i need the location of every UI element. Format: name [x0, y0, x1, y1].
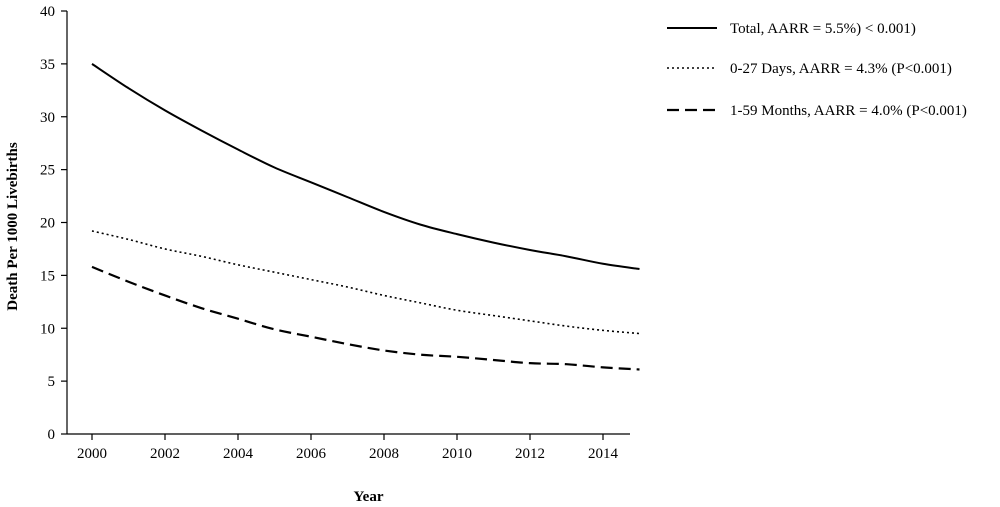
y-tick-label: 15	[40, 268, 55, 284]
y-tick-label: 25	[40, 163, 55, 179]
y-tick-label: 20	[40, 216, 55, 232]
legend-label: Total, AARR = 5.5%) < 0.001)	[730, 21, 916, 37]
axes	[66, 11, 630, 435]
series-line-dashed	[91, 265, 640, 371]
x-tick-label: 2008	[369, 446, 399, 462]
y-tick-label: 35	[40, 57, 55, 73]
series-line-solid	[91, 63, 640, 271]
x-tick-label: 2014	[588, 446, 619, 462]
y-axis-ticks: 0 5 10 15 20 25 30 35 40	[40, 4, 67, 443]
y-tick-label: 5	[48, 374, 56, 390]
x-tick-label: 2006	[296, 446, 327, 462]
legend-label: 0-27 Days, AARR = 4.3% (P<0.001)	[730, 61, 952, 77]
legend: Total, AARR = 5.5%) < 0.001) 0-27 Days, A…	[667, 21, 967, 119]
series-lines	[91, 63, 640, 371]
x-tick-label: 2010	[442, 446, 472, 462]
y-tick-label: 30	[40, 110, 55, 126]
y-axis-title: Death Per 1000 Livebirths	[5, 142, 21, 311]
y-tick-label: 10	[40, 321, 55, 337]
x-tick-label: 2004	[223, 446, 254, 462]
x-tick-label: 2012	[515, 446, 545, 462]
x-axis-title: Year	[354, 489, 384, 505]
y-tick-label: 0	[48, 427, 56, 443]
legend-label: 1-59 Months, AARR = 4.0% (P<0.001)	[730, 103, 967, 119]
x-tick-label: 2002	[150, 446, 180, 462]
y-tick-label: 40	[40, 4, 55, 20]
series-line-dotted	[91, 230, 640, 335]
x-axis-ticks: 2000 2002 2004 2006 2008 2010 2012 2014	[77, 434, 619, 462]
x-tick-label: 2000	[77, 446, 107, 462]
